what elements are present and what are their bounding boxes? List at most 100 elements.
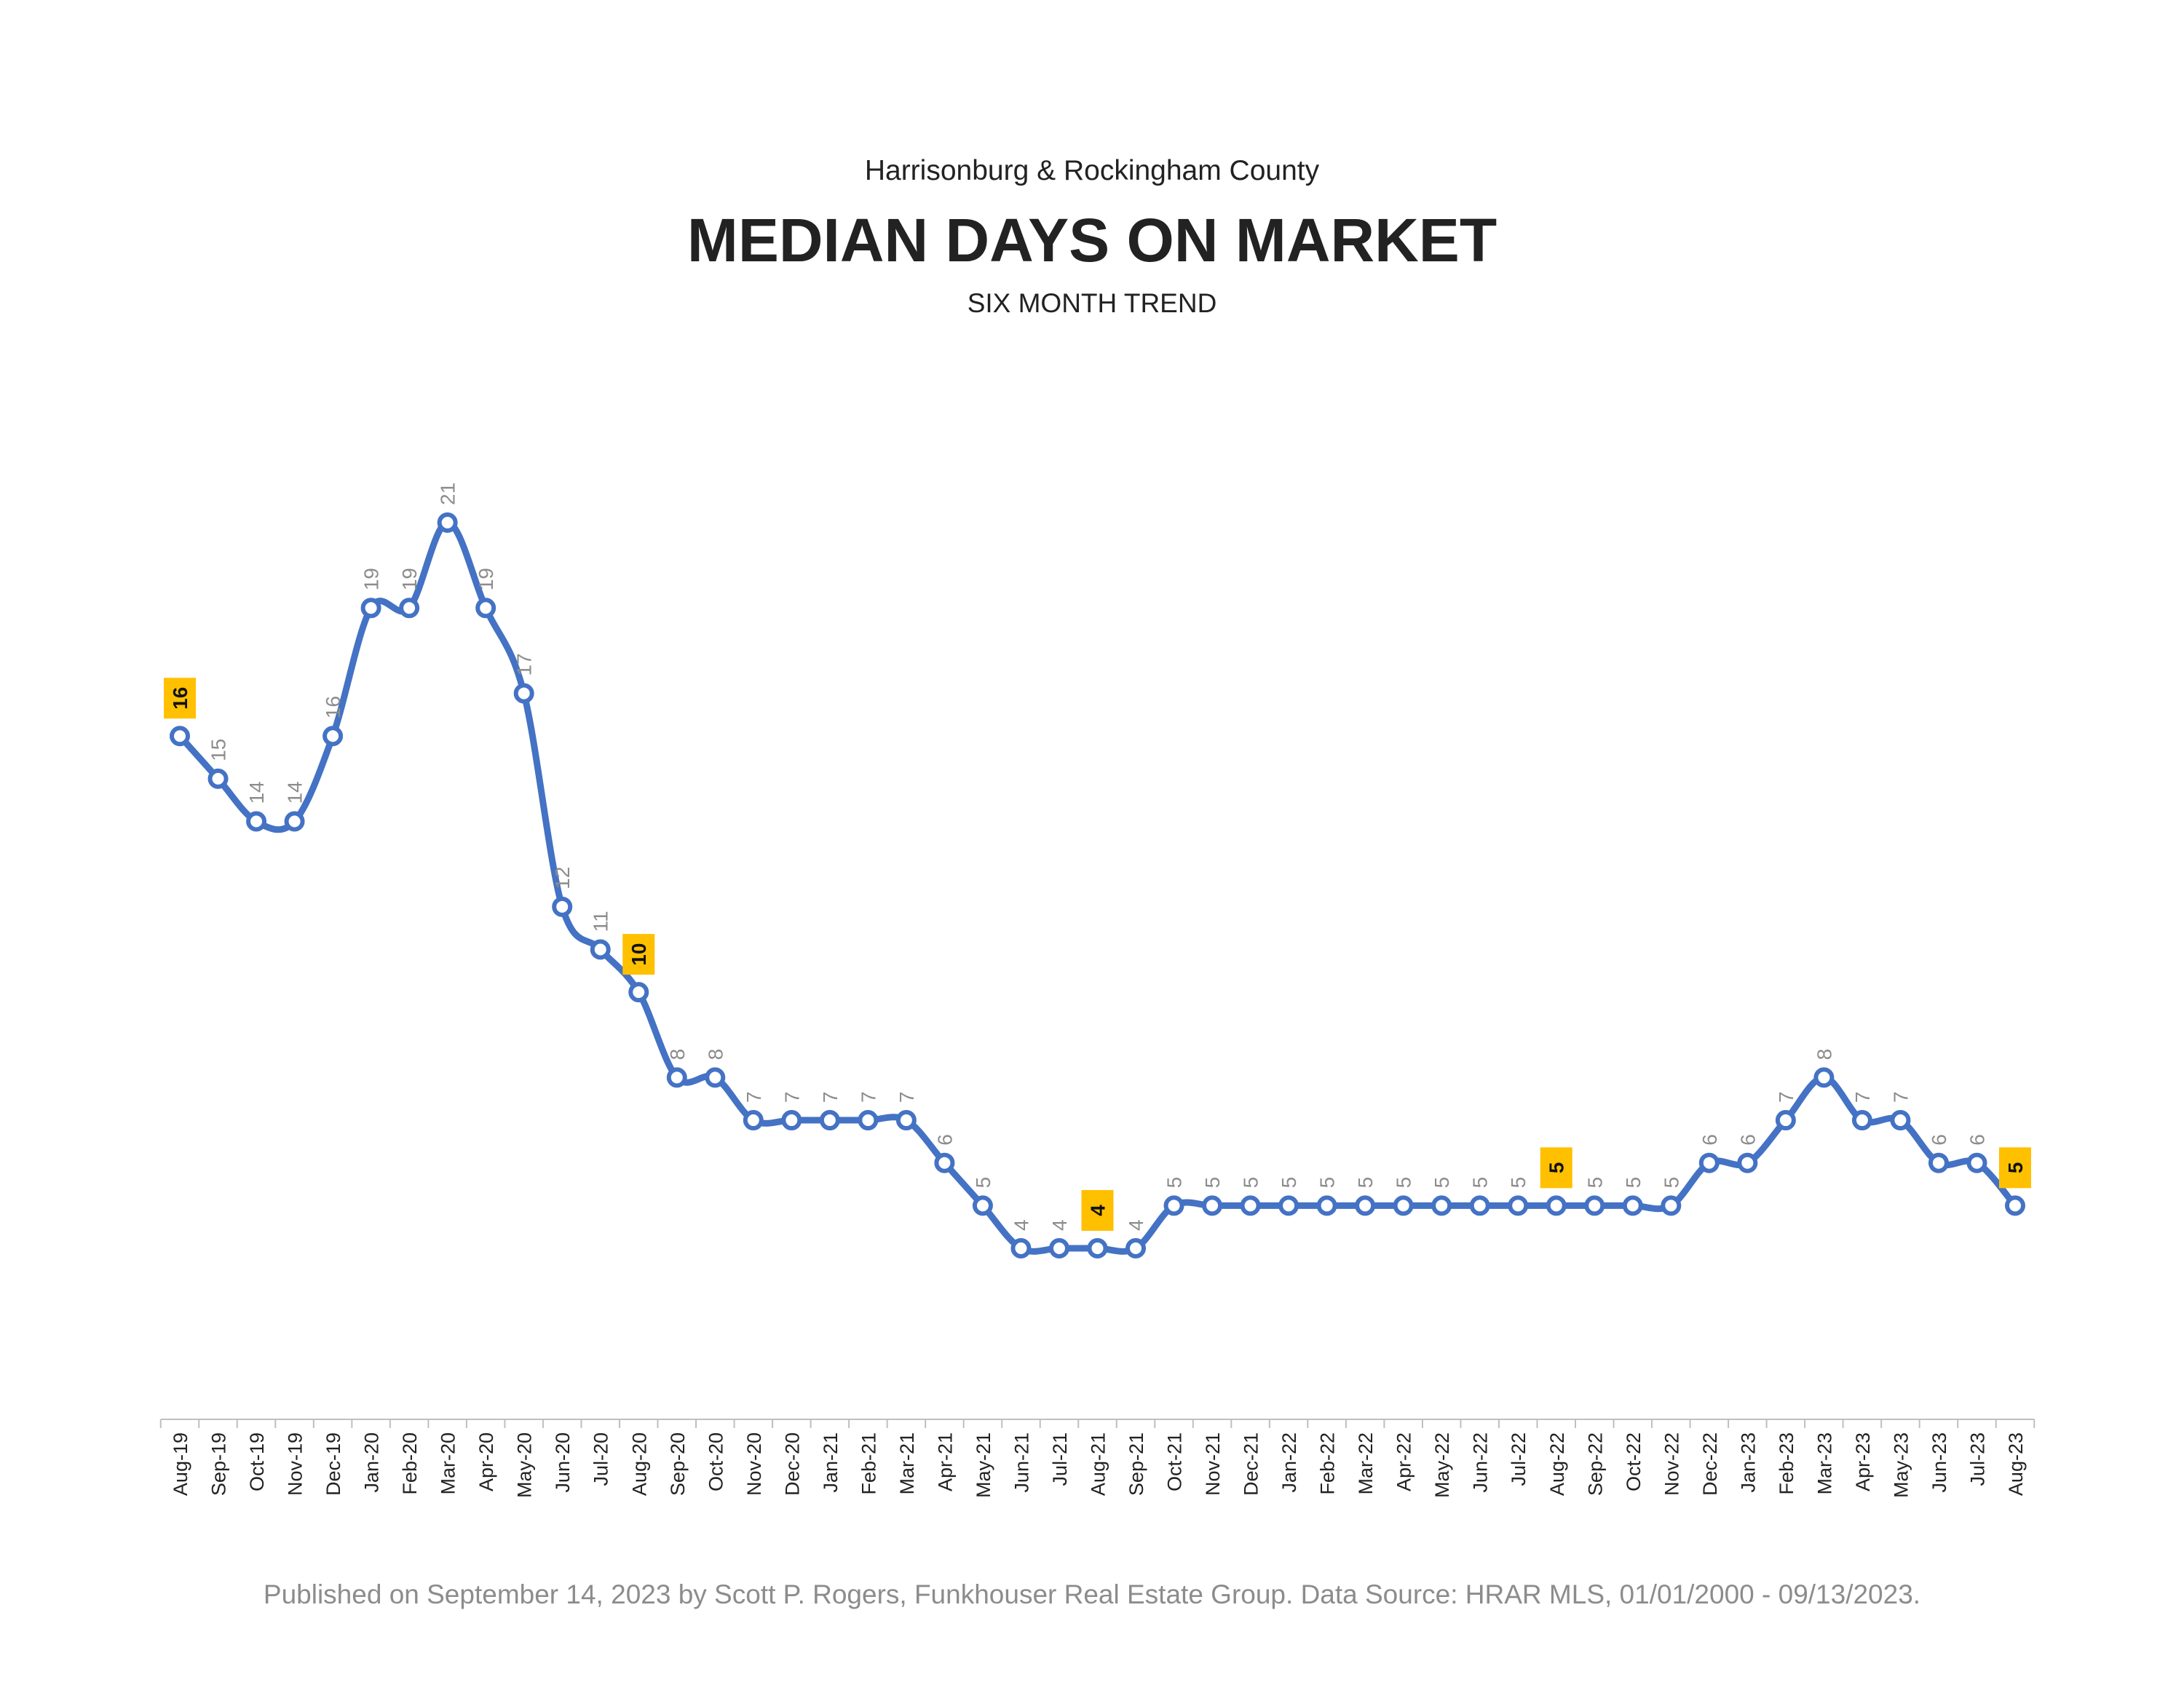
x-tick-label: Jun-21 xyxy=(1010,1432,1032,1493)
data-label: 6 xyxy=(933,1134,956,1146)
x-tick-label: Apr-21 xyxy=(934,1432,956,1491)
highlight-data-label: 5 xyxy=(1546,1162,1568,1174)
data-point-marker xyxy=(972,1195,993,1216)
data-point-marker xyxy=(1010,1238,1032,1258)
data-label: 7 xyxy=(743,1091,765,1103)
x-tick-label: Nov-19 xyxy=(285,1432,306,1496)
data-point-marker xyxy=(1431,1195,1452,1216)
x-tick-label: Dec-19 xyxy=(323,1432,344,1496)
chart-header: Harrisonburg & Rockingham County MEDIAN … xyxy=(0,149,2184,324)
x-tick-label: Feb-22 xyxy=(1317,1432,1339,1495)
x-tick-label: Jun-20 xyxy=(552,1432,574,1493)
x-tick-label: Feb-21 xyxy=(858,1432,879,1495)
data-label: 7 xyxy=(1889,1091,1912,1103)
x-tick-label: May-22 xyxy=(1431,1432,1453,1498)
x-tick-label: Aug-23 xyxy=(2005,1432,2027,1496)
data-label: 14 xyxy=(245,781,268,804)
x-tick-label: Nov-22 xyxy=(1661,1432,1682,1496)
data-point-marker xyxy=(1546,1195,1567,1216)
highlight-data-label: 4 xyxy=(1087,1205,1109,1216)
data-point-marker xyxy=(207,768,229,789)
x-tick-label: Sep-20 xyxy=(667,1432,689,1496)
data-point-marker xyxy=(1316,1195,1337,1216)
x-tick-label: Jul-22 xyxy=(1508,1432,1530,1486)
data-label: 5 xyxy=(1507,1177,1530,1189)
data-label: 16 xyxy=(322,696,344,718)
data-label: 7 xyxy=(895,1091,918,1103)
data-point-marker xyxy=(666,1067,687,1088)
data-point-marker xyxy=(705,1067,726,1088)
data-point-marker xyxy=(1393,1195,1414,1216)
data-point-marker xyxy=(1813,1067,1835,1088)
x-tick-label: Apr-23 xyxy=(1852,1432,1874,1491)
x-tick-label: Dec-22 xyxy=(1699,1432,1721,1496)
x-tick-label: Jul-21 xyxy=(1049,1432,1071,1486)
data-label: 4 xyxy=(1010,1219,1032,1231)
x-tick-label: Aug-21 xyxy=(1088,1432,1109,1496)
x-tick-label: Mar-22 xyxy=(1355,1432,1377,1495)
x-tick-label: May-23 xyxy=(1890,1432,1912,1498)
data-label: 6 xyxy=(1966,1134,1988,1146)
x-tick-label: Sep-19 xyxy=(208,1432,230,1496)
x-tick-label: Sep-22 xyxy=(1584,1432,1606,1496)
x-tick-label: May-21 xyxy=(973,1432,994,1498)
data-label: 5 xyxy=(1393,1177,1415,1189)
x-tick-label: Oct-22 xyxy=(1623,1432,1645,1491)
x-tick-label: May-20 xyxy=(514,1432,536,1498)
data-label: 7 xyxy=(857,1091,879,1103)
data-point-marker xyxy=(1890,1110,1911,1131)
data-label: 19 xyxy=(360,568,383,590)
chart-region-subtitle: Harrisonburg & Rockingham County xyxy=(864,155,1320,186)
data-point-marker xyxy=(1928,1152,1949,1173)
data-point-marker xyxy=(1469,1195,1490,1216)
x-tick-label: Aug-20 xyxy=(628,1432,650,1496)
data-point-marker xyxy=(552,896,573,917)
data-point-marker xyxy=(323,726,344,747)
data-point-marker xyxy=(1584,1195,1605,1216)
data-point-marker xyxy=(1737,1152,1758,1173)
x-tick-label: Aug-19 xyxy=(170,1432,191,1496)
highlight-label-box xyxy=(1999,1147,2031,1189)
data-label: 15 xyxy=(207,739,230,761)
highlight-label-box xyxy=(622,934,655,975)
x-tick-label: Jan-23 xyxy=(1737,1432,1759,1493)
data-label: 6 xyxy=(1736,1134,1759,1146)
data-point-marker xyxy=(1240,1195,1261,1216)
data-point-marker xyxy=(1278,1195,1299,1216)
data-point-marker xyxy=(1355,1195,1376,1216)
data-label: 19 xyxy=(398,568,421,590)
x-tick-label: Oct-20 xyxy=(705,1432,727,1491)
data-label: 17 xyxy=(513,653,536,675)
data-label: 4 xyxy=(1125,1219,1147,1231)
data-point-marker xyxy=(1508,1195,1529,1216)
data-point-marker xyxy=(781,1110,802,1131)
data-point-marker xyxy=(590,939,611,960)
data-label: 21 xyxy=(437,483,459,505)
data-point-marker xyxy=(934,1152,955,1173)
data-point-marker xyxy=(1622,1195,1643,1216)
data-point-marker xyxy=(1698,1152,1720,1173)
highlight-label-box xyxy=(164,678,196,719)
x-tick-label: Jul-23 xyxy=(1966,1432,1988,1486)
data-point-marker xyxy=(437,512,458,533)
data-point-marker xyxy=(1125,1238,1147,1258)
data-label: 5 xyxy=(1316,1177,1339,1189)
data-point-marker xyxy=(246,811,267,832)
x-tick-label: Jun-23 xyxy=(1928,1432,1950,1493)
data-point-marker xyxy=(399,598,420,619)
x-tick-label: Aug-22 xyxy=(1546,1432,1568,1496)
x-tick-label: Sep-21 xyxy=(1125,1432,1147,1496)
data-point-marker xyxy=(2005,1195,2025,1216)
data-label: 5 xyxy=(972,1177,994,1189)
data-point-marker xyxy=(1048,1238,1069,1258)
data-point-marker xyxy=(1966,1152,1987,1173)
data-point-marker xyxy=(819,1110,840,1131)
x-tick-label: Dec-21 xyxy=(1241,1432,1262,1496)
data-label: 11 xyxy=(590,911,612,932)
data-label: 12 xyxy=(551,867,574,889)
data-label: 7 xyxy=(819,1091,842,1103)
data-label: 6 xyxy=(1698,1134,1721,1146)
x-tick-label: Dec-20 xyxy=(781,1432,803,1496)
x-tick-label: Apr-20 xyxy=(475,1432,497,1491)
